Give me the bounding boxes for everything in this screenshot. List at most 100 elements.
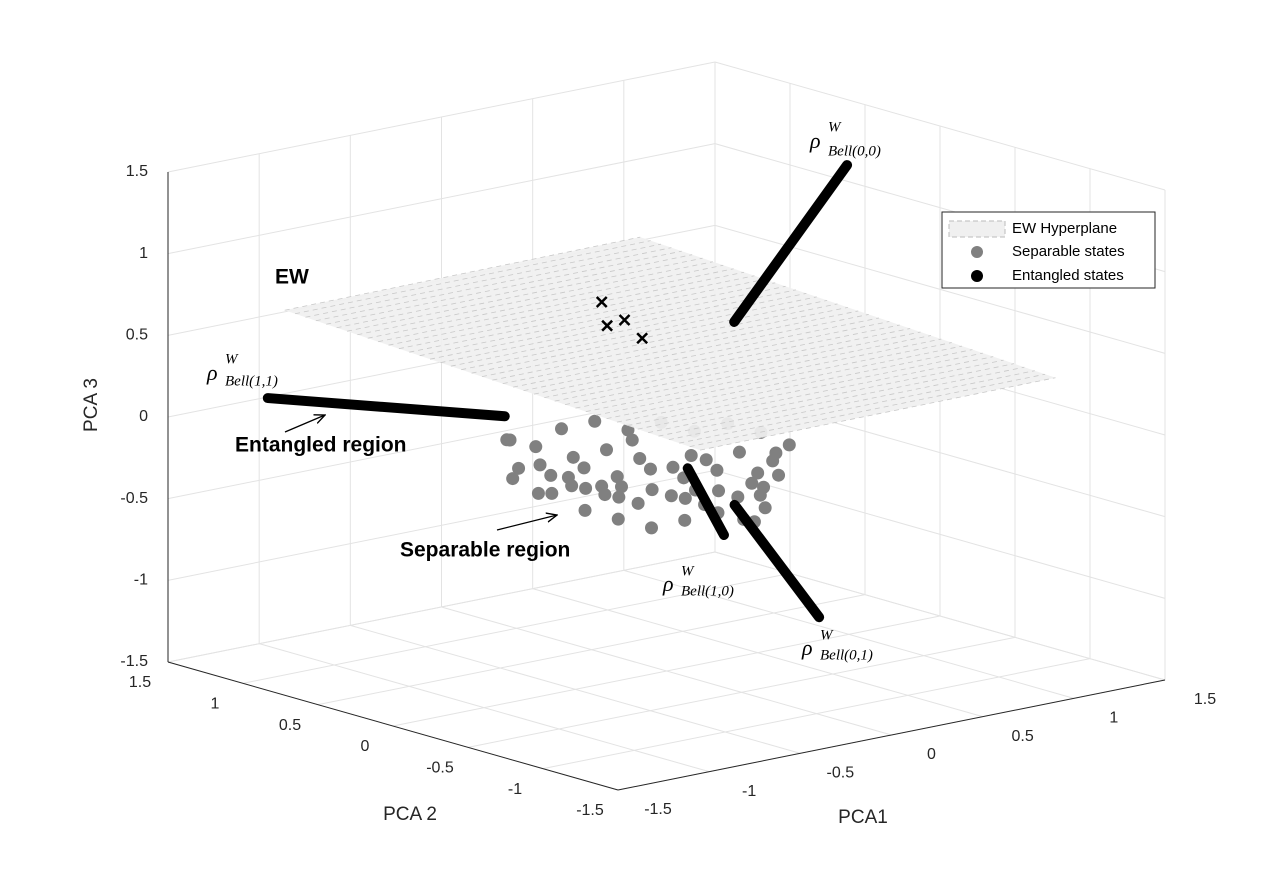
- symbol: ρ: [809, 128, 821, 153]
- separable-point: [751, 466, 765, 480]
- z-tick-label: 1: [139, 245, 148, 262]
- separable-point: [555, 422, 568, 436]
- superscript: W: [225, 351, 239, 367]
- plane-mesh: [419, 282, 776, 357]
- z-tick-label: 0.5: [126, 327, 148, 344]
- y-axis: [167, 661, 619, 791]
- grid-line: [392, 615, 941, 727]
- grid-line: [714, 469, 1166, 599]
- plane-mesh: [440, 289, 797, 364]
- separable-point: [684, 448, 698, 462]
- z-tick-label: 1.5: [126, 163, 148, 180]
- y-tick-label: 0: [361, 738, 370, 755]
- plane-mesh: [284, 236, 641, 311]
- x-axis-label: PCA1: [838, 807, 888, 828]
- plane-mesh: [637, 356, 994, 430]
- symbol: ρ: [801, 635, 813, 660]
- separable-point: [772, 468, 786, 482]
- legend-swatch: [971, 246, 983, 258]
- separable-point: [645, 521, 658, 535]
- y-axis-label: PCA 2: [383, 804, 437, 825]
- separable-point: [533, 458, 547, 472]
- entangled-point: [601, 319, 614, 332]
- plane-mesh: [627, 352, 983, 427]
- grid-line: [167, 551, 716, 663]
- top-marks: [262, 160, 853, 623]
- plane-mesh: [585, 338, 942, 413]
- plane-mesh: [564, 331, 921, 406]
- grid-line: [542, 658, 1091, 770]
- plane-mesh: [305, 243, 662, 318]
- superscript: W: [820, 627, 834, 643]
- separable-point: [782, 438, 796, 452]
- annotation: EW: [275, 266, 309, 289]
- y-tick-label: -1.5: [576, 802, 604, 819]
- separable-point: [625, 433, 639, 447]
- x-tick-label: -1.5: [644, 801, 672, 818]
- witness-line: [729, 499, 825, 623]
- plane-mesh: [357, 261, 713, 336]
- plane-mesh: [378, 268, 734, 343]
- plane-mesh: [689, 373, 1046, 447]
- plane-mesh: [471, 299, 828, 374]
- plane-mesh: [554, 328, 911, 402]
- legend-label: Separable states: [1012, 243, 1125, 260]
- superscript: W: [828, 119, 842, 135]
- x-axis: [617, 679, 1166, 791]
- plane-mesh: [513, 314, 869, 388]
- separable-point: [758, 501, 772, 515]
- plane-mesh: [388, 271, 745, 346]
- separable-point: [561, 470, 575, 484]
- witness-line: [262, 393, 510, 422]
- separable-point: [643, 462, 657, 476]
- x-tick-label: 0.5: [1012, 728, 1034, 745]
- plane-mesh: [398, 275, 755, 350]
- plane-mesh: [409, 278, 765, 353]
- grid-line: [167, 61, 716, 173]
- witness-line: [682, 463, 729, 541]
- separable-point: [633, 452, 647, 466]
- grid-line: [242, 572, 791, 684]
- legend-swatch: [971, 270, 983, 282]
- separable-point: [503, 433, 517, 447]
- y-tick-label: -0.5: [426, 760, 454, 777]
- y-tick-label: -1: [508, 781, 522, 798]
- separable-point: [577, 461, 591, 475]
- separable-point: [699, 453, 713, 467]
- subscript: Bell(0,1): [820, 647, 873, 663]
- separable-point: [745, 476, 759, 490]
- separable-point: [544, 468, 558, 482]
- z-axis-label: PCA 3: [81, 378, 102, 432]
- separable-point: [615, 480, 628, 494]
- plane-mesh: [326, 250, 682, 325]
- plane-mesh: [481, 303, 838, 378]
- plane-mesh: [596, 342, 952, 416]
- plane-mesh: [699, 377, 1056, 451]
- separable-point: [588, 414, 602, 428]
- separable-point: [678, 513, 692, 527]
- plane-mesh: [523, 317, 880, 392]
- separable-point: [545, 486, 559, 500]
- symbol: ρ: [662, 571, 674, 596]
- witness-label: ρ W Bell(0,0): [809, 119, 881, 159]
- grid-line: [167, 143, 716, 255]
- plane-mesh: [668, 366, 1025, 441]
- z-tick-label: 0: [139, 408, 148, 425]
- separable-point: [611, 512, 625, 526]
- plane-mesh: [544, 324, 900, 399]
- x-tick-label: 1: [1109, 710, 1118, 727]
- arrow: [284, 415, 325, 433]
- separable-point: [612, 490, 626, 504]
- entangled-point: [636, 332, 649, 345]
- plane-mesh: [575, 335, 932, 409]
- separable-point: [732, 445, 746, 459]
- grid-line: [317, 594, 866, 706]
- plane-mesh: [648, 359, 1004, 434]
- legend-label: EW Hyperplane: [1012, 220, 1117, 237]
- separable-point: [631, 496, 645, 510]
- plane-mesh: [315, 247, 672, 322]
- plane-mesh: [679, 370, 1035, 444]
- plane-mesh: [502, 310, 859, 385]
- separable-point: [506, 472, 520, 486]
- entangled-point: [618, 314, 631, 326]
